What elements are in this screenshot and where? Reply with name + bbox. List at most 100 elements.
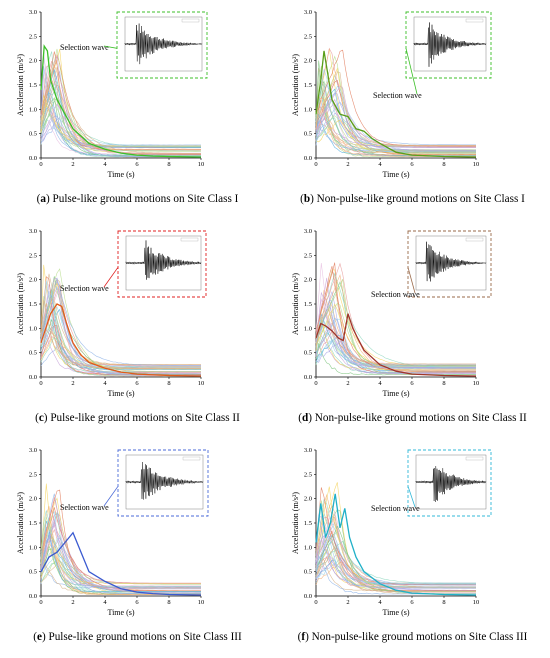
selection-wave-curve [40, 531, 202, 596]
background-curve [40, 60, 202, 154]
x-tick-label: 0 [314, 161, 317, 168]
panel-letter: e [36, 631, 42, 643]
y-tick-label: 1.5 [304, 82, 312, 89]
x-tick-label: 10 [473, 599, 480, 606]
y-tick-label: 1.5 [29, 82, 37, 89]
y-tick-label: 0.0 [304, 593, 312, 600]
y-tick-label: 2.0 [304, 277, 312, 284]
background-curve [40, 96, 202, 147]
x-axis-label: Time (s) [107, 389, 134, 398]
y-tick-label: 3.0 [29, 9, 37, 16]
background-curve [315, 80, 476, 156]
background-curve [40, 510, 201, 593]
background-curve [315, 309, 476, 366]
inset-legend [465, 237, 484, 242]
y-tick-label: 1.0 [304, 544, 312, 551]
x-tick-label: 2 [71, 161, 74, 168]
selection-wave-curve [40, 44, 202, 158]
panel-caption: (f) Non-pulse-like ground motions on Sit… [297, 631, 528, 643]
y-tick-label: 3.0 [304, 9, 312, 16]
chart-panel-c: 0 2 4 6 8 10 0.0 0.5 1.0 1.5 2.0 2.5 3.0 Time (s) Acce… [0, 219, 275, 438]
y-axis-label: Acceleration (m/s²) [291, 273, 300, 335]
background-curve [315, 555, 476, 595]
y-tick-label: 1.0 [29, 325, 37, 332]
inset-waveform [415, 241, 487, 282]
panel-caption: (c) Pulse-like ground motions on Site Cl… [35, 412, 240, 424]
background-curve [40, 520, 201, 593]
y-tick-label: 3.0 [304, 228, 312, 235]
y-tick-label: 2.5 [304, 252, 312, 259]
y-axis-label: Acceleration (m/s²) [291, 492, 300, 554]
x-tick-label: 6 [135, 599, 139, 606]
y-tick-label: 2.5 [304, 471, 312, 478]
caption-text: Pulse-like ground motions on Site Class … [52, 193, 239, 205]
selection-wave-label: Selection wave [60, 284, 109, 293]
y-tick-label: 2.0 [304, 496, 312, 503]
inset-legend [182, 456, 201, 461]
background-curve [40, 268, 201, 372]
y-tick-label: 0.5 [29, 350, 37, 357]
y-tick-label: 0.0 [29, 593, 37, 600]
x-tick-label: 4 [378, 599, 382, 606]
chart-svg: 0 2 4 6 8 10 0.0 0.5 1.0 1.5 2.0 2.5 3.0 Time (s) Acce… [16, 447, 209, 617]
y-tick-label: 0.5 [29, 131, 37, 138]
background-curve [315, 113, 476, 148]
y-tick-label: 3.0 [304, 447, 312, 454]
background-curve [315, 98, 476, 156]
background-curve [40, 277, 201, 366]
x-tick-label: 8 [442, 599, 445, 606]
background-curve [315, 291, 476, 375]
inset-legend [180, 237, 199, 242]
background-curve [40, 333, 202, 374]
selection-wave-label: Selection wave [60, 43, 109, 52]
chart-svg: 0 2 4 6 8 10 0.0 0.5 1.0 1.5 2.0 2.5 3.0 Time (s) Acce… [16, 9, 208, 179]
background-curves [40, 483, 202, 596]
background-curve [315, 92, 476, 151]
x-tick-label: 4 [378, 380, 382, 387]
selection-wave-label: Selection wave [60, 503, 109, 512]
background-curve [315, 79, 477, 155]
annotation-arrow [407, 486, 416, 508]
inset-axes [125, 454, 204, 510]
caption-text: Non-pulse-like ground motions on Site Cl… [314, 412, 527, 424]
x-tick-label: 2 [346, 380, 349, 387]
x-tick-label: 10 [473, 380, 480, 387]
caption-text: Pulse-like ground motions on Site Class … [50, 412, 240, 424]
inset-axes [125, 235, 202, 291]
chart-panel-d: 0 2 4 6 8 10 0.0 0.5 1.0 1.5 2.0 2.5 3.0 Time (s) Acce… [275, 219, 550, 438]
inset-waveform [415, 466, 487, 503]
inset-legend [181, 18, 200, 23]
background-curve [315, 71, 476, 152]
background-curve [315, 514, 477, 588]
x-tick-label: 8 [167, 599, 170, 606]
background-curve [315, 546, 476, 592]
background-curve [315, 262, 476, 373]
y-tick-label: 2.0 [29, 58, 37, 65]
background-curve [315, 555, 476, 591]
y-tick-label: 0.5 [304, 350, 312, 357]
y-tick-label: 1.0 [29, 544, 37, 551]
x-tick-label: 0 [39, 380, 42, 387]
y-tick-label: 1.5 [304, 520, 312, 527]
chart-panel-a: 0 2 4 6 8 10 0.0 0.5 1.0 1.5 2.0 2.5 3.0 Time (s) Acce… [0, 0, 275, 219]
background-curve [315, 289, 476, 371]
background-curve [40, 561, 201, 589]
x-axis-label: Time (s) [382, 170, 409, 179]
caption-text: Non-pulse-like ground motions on Site Cl… [316, 193, 525, 205]
x-tick-label: 10 [198, 161, 205, 168]
y-tick-label: 1.5 [29, 520, 37, 527]
inset-waveform [124, 23, 203, 65]
x-tick-label: 8 [442, 380, 445, 387]
background-curve [315, 525, 476, 594]
chart-panel-e: 0 2 4 6 8 10 0.0 0.5 1.0 1.5 2.0 2.5 3.0 Time (s) Acce… [0, 438, 275, 657]
chart-svg: 0 2 4 6 8 10 0.0 0.5 1.0 1.5 2.0 2.5 3.0 Time (s) Acce… [16, 228, 207, 398]
y-tick-label: 0.5 [29, 569, 37, 576]
y-tick-label: 2.5 [29, 33, 37, 40]
chart-panel-b: 0 2 4 6 8 10 0.0 0.5 1.0 1.5 2.0 2.5 3.0 Time (s) Acce… [275, 0, 550, 219]
panel-caption: (e) Pulse-like ground motions on Site Cl… [33, 631, 242, 643]
x-axis-label: Time (s) [382, 608, 409, 617]
panel-caption: (a) Pulse-like ground motions on Site Cl… [36, 193, 239, 205]
background-curve [315, 49, 476, 147]
background-curve [315, 266, 476, 373]
y-axis-label: Acceleration (m/s²) [291, 54, 300, 116]
